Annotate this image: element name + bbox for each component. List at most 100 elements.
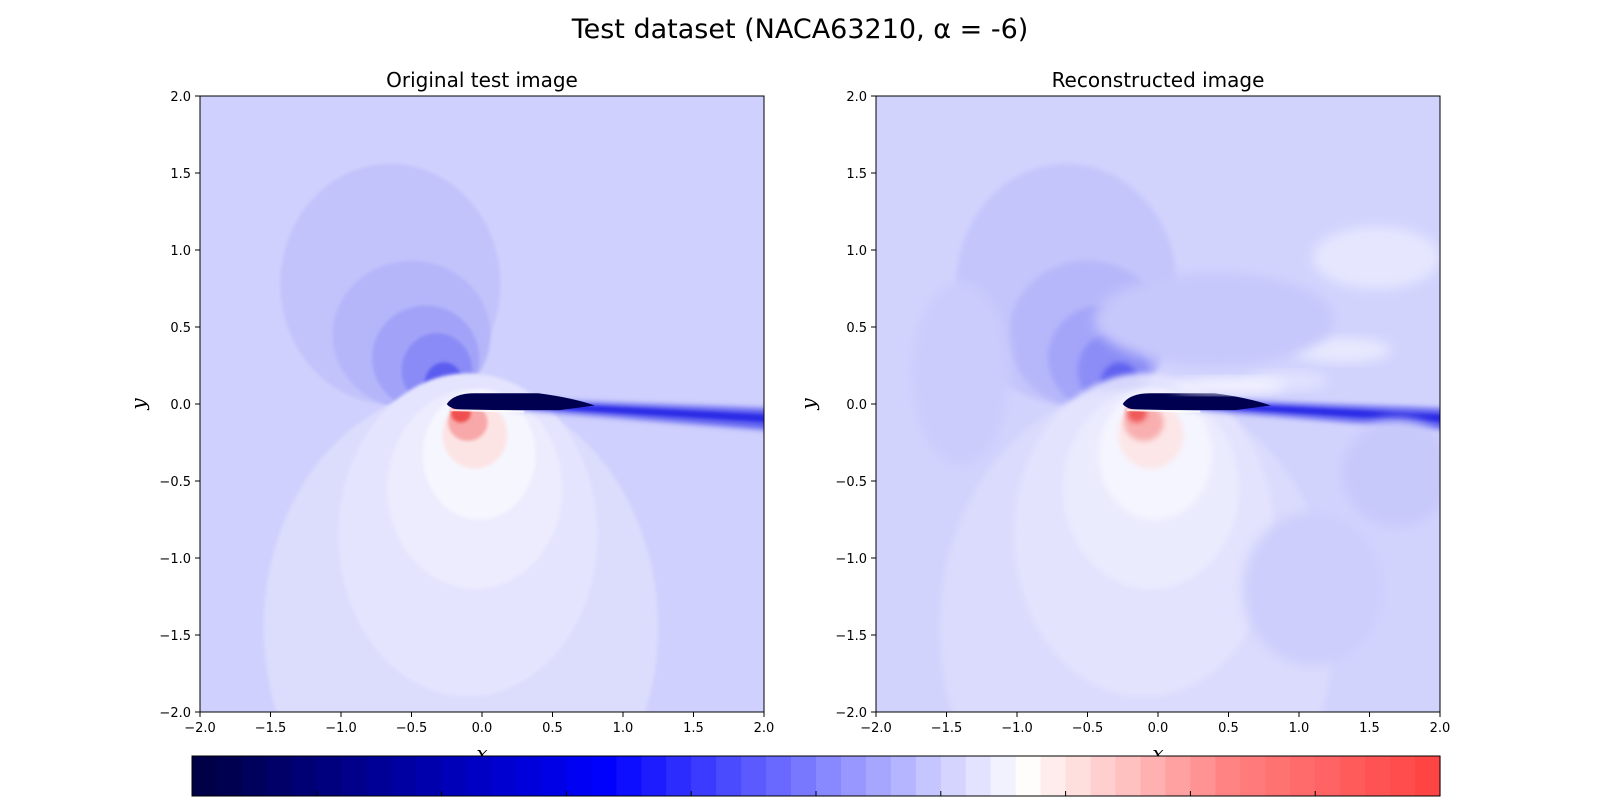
airfoil-body: [446, 393, 595, 411]
field-original: [200, 96, 764, 712]
x-axis-ticks: −2.0 −1.5 −1.0 −0.5 0.0 0.5 1.0 1.5 2.0: [184, 712, 774, 736]
y-tick-label: 1.5: [170, 167, 191, 182]
colorbar-cell: [865, 756, 892, 796]
colorbar: [191, 755, 1441, 797]
reconstruction-artifact: [911, 280, 1010, 466]
y-tick-label: −0.5: [835, 475, 867, 490]
x-tick-label: 1.0: [1289, 721, 1310, 736]
x-tick-label: −0.5: [1072, 721, 1104, 736]
y-tick-label: 2.0: [846, 90, 867, 105]
colorbar-cell: [691, 756, 717, 796]
figure-title: Test dataset (NACA63210, α = -6): [571, 14, 1029, 45]
colorbar-cell: [391, 756, 418, 796]
x-tick-label: 0.0: [1148, 721, 1169, 736]
x-tick-label: 2.0: [1430, 721, 1451, 736]
x-tick-label: 2.0: [754, 721, 775, 736]
y-tick-label: 1.0: [846, 244, 867, 259]
field-reconstructed: [876, 96, 1440, 712]
colorbar-cell: [1040, 756, 1067, 796]
colorbar-cell: [616, 756, 642, 796]
colorbar-cell: [1315, 756, 1341, 796]
x-tick-label: −2.0: [184, 721, 216, 736]
colorbar-cell: [341, 756, 368, 796]
colorbar-cell: [216, 756, 243, 796]
y-tick-label: 0.5: [846, 321, 867, 336]
colorbar-cell: [1215, 756, 1241, 796]
y-axis-ticks: −2.0 −1.5 −1.0 −0.5 0.0 0.5 1.0 1.5 2.0: [835, 90, 876, 721]
y-tick-label: −1.0: [159, 552, 191, 567]
x-axis-label: x: [476, 741, 487, 765]
x-tick-label: 1.0: [613, 721, 634, 736]
y-axis-label: y: [126, 398, 150, 411]
colorbar-cell: [241, 756, 268, 796]
colorbar-cell: [1415, 756, 1441, 796]
y-tick-label: −1.0: [835, 552, 867, 567]
colorbar-cell: [915, 756, 942, 796]
panel-title-reconstructed: Reconstructed image: [1052, 68, 1265, 92]
x-tick-label: −1.0: [325, 721, 357, 736]
colorbar-cell: [1365, 756, 1391, 796]
colorbar-cell: [990, 756, 1017, 796]
y-tick-label: 1.5: [846, 167, 867, 182]
colorbar-cell: [1165, 756, 1191, 796]
colorbar-cell: [1090, 756, 1117, 796]
colorbar-cell: [541, 756, 567, 796]
colorbar-cell: [940, 756, 967, 796]
colorbar-cell: [741, 756, 767, 796]
colorbar-cell: [366, 756, 393, 796]
colorbar-cell: [641, 756, 667, 796]
colorbar-cell: [1340, 756, 1366, 796]
x-tick-label: 0.5: [542, 721, 563, 736]
colorbar-cell: [1290, 756, 1316, 796]
y-tick-label: −0.5: [159, 475, 191, 490]
reconstruction-artifact: [1291, 337, 1391, 363]
y-tick-label: −1.5: [835, 629, 867, 644]
colorbar-cell: [192, 756, 218, 796]
colorbar-cell: [1015, 756, 1042, 796]
colorbar-cell: [516, 756, 543, 796]
reconstruction-artifact: [1094, 273, 1335, 366]
wake-core: [524, 402, 764, 423]
colorbar-cell: [1190, 756, 1216, 796]
colorbar-cell: [1115, 756, 1142, 796]
x-tick-label: −2.0: [860, 721, 892, 736]
colorbar-cell: [416, 756, 443, 796]
colorbar-cell: [1240, 756, 1266, 796]
x-tick-label: −1.0: [1001, 721, 1033, 736]
x-tick-label: −1.5: [255, 721, 287, 736]
reconstruction-artifact: [1172, 377, 1285, 394]
x-tick-label: 0.5: [1218, 721, 1239, 736]
colorbar-cell: [816, 756, 842, 796]
colorbar-cell: [316, 756, 343, 796]
colorbar-cell: [491, 756, 518, 796]
colorbar-cell: [890, 756, 917, 796]
y-tick-label: 2.0: [170, 90, 191, 105]
y-tick-label: 0.5: [170, 321, 191, 336]
x-tick-label: 1.5: [1359, 721, 1380, 736]
colorbar-cell: [840, 756, 867, 796]
colorbar-cell: [666, 756, 692, 796]
colorbar-cell: [791, 756, 817, 796]
colorbar-cell: [1140, 756, 1167, 796]
colorbar-cell: [291, 756, 318, 796]
colorbar-cell: [591, 756, 617, 796]
colorbar-cell: [466, 756, 493, 796]
colorbar-cell: [1065, 756, 1092, 796]
colorbar-cell: [441, 756, 468, 796]
panel-original: Original test image −2.0 −1.5 −1.0 −0.5 0.0 0…: [126, 68, 774, 765]
colorbar-cell: [266, 756, 293, 796]
wake-core: [1200, 402, 1440, 423]
x-tick-label: −1.5: [931, 721, 963, 736]
reconstruction-artifact: [1341, 419, 1440, 528]
y-axis-label: y: [796, 398, 820, 411]
airfoil-lower-edge: [1126, 409, 1201, 413]
reconstruction-artifact: [1313, 226, 1440, 289]
y-tick-label: 0.0: [170, 398, 191, 413]
airfoil-lower-edge: [450, 409, 525, 413]
panel-title-original: Original test image: [386, 68, 578, 92]
colorbar-cell: [766, 756, 792, 796]
colorbar-cell: [1265, 756, 1291, 796]
colorbar-cell: [965, 756, 992, 796]
y-tick-label: 0.0: [846, 398, 867, 413]
y-tick-label: −2.0: [835, 706, 867, 721]
